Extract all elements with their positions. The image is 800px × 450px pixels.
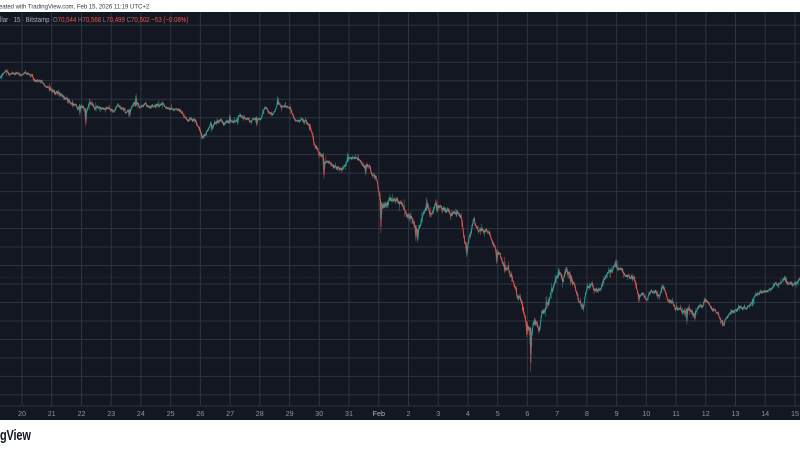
svg-text:8: 8 — [585, 409, 589, 418]
svg-text:28: 28 — [256, 409, 264, 418]
svg-text:23: 23 — [107, 409, 115, 418]
svg-text:6: 6 — [525, 409, 529, 418]
svg-text:9: 9 — [615, 409, 619, 418]
svg-text:7: 7 — [555, 409, 559, 418]
svg-text:11: 11 — [672, 409, 679, 418]
svg-text:31: 31 — [345, 409, 353, 418]
svg-text:Feb: Feb — [373, 409, 385, 418]
svg-text:24: 24 — [137, 409, 145, 418]
svg-text:2: 2 — [407, 409, 411, 418]
svg-text:30: 30 — [315, 409, 323, 418]
svg-text:29: 29 — [286, 409, 294, 418]
svg-text:4: 4 — [466, 409, 470, 418]
svg-text:15: 15 — [791, 409, 799, 418]
svg-text:25: 25 — [167, 409, 175, 418]
svg-text:27: 27 — [226, 409, 234, 418]
svg-text:5: 5 — [496, 409, 500, 418]
svg-text:26: 26 — [196, 409, 204, 418]
svg-text:14: 14 — [761, 409, 769, 418]
svg-text:3: 3 — [436, 409, 440, 418]
svg-text:20: 20 — [18, 409, 26, 418]
svg-text:21: 21 — [48, 409, 56, 418]
svg-text:13: 13 — [732, 409, 740, 418]
svg-text:22: 22 — [78, 409, 86, 418]
svg-text:12: 12 — [702, 409, 710, 418]
svg-text:10: 10 — [642, 409, 650, 418]
